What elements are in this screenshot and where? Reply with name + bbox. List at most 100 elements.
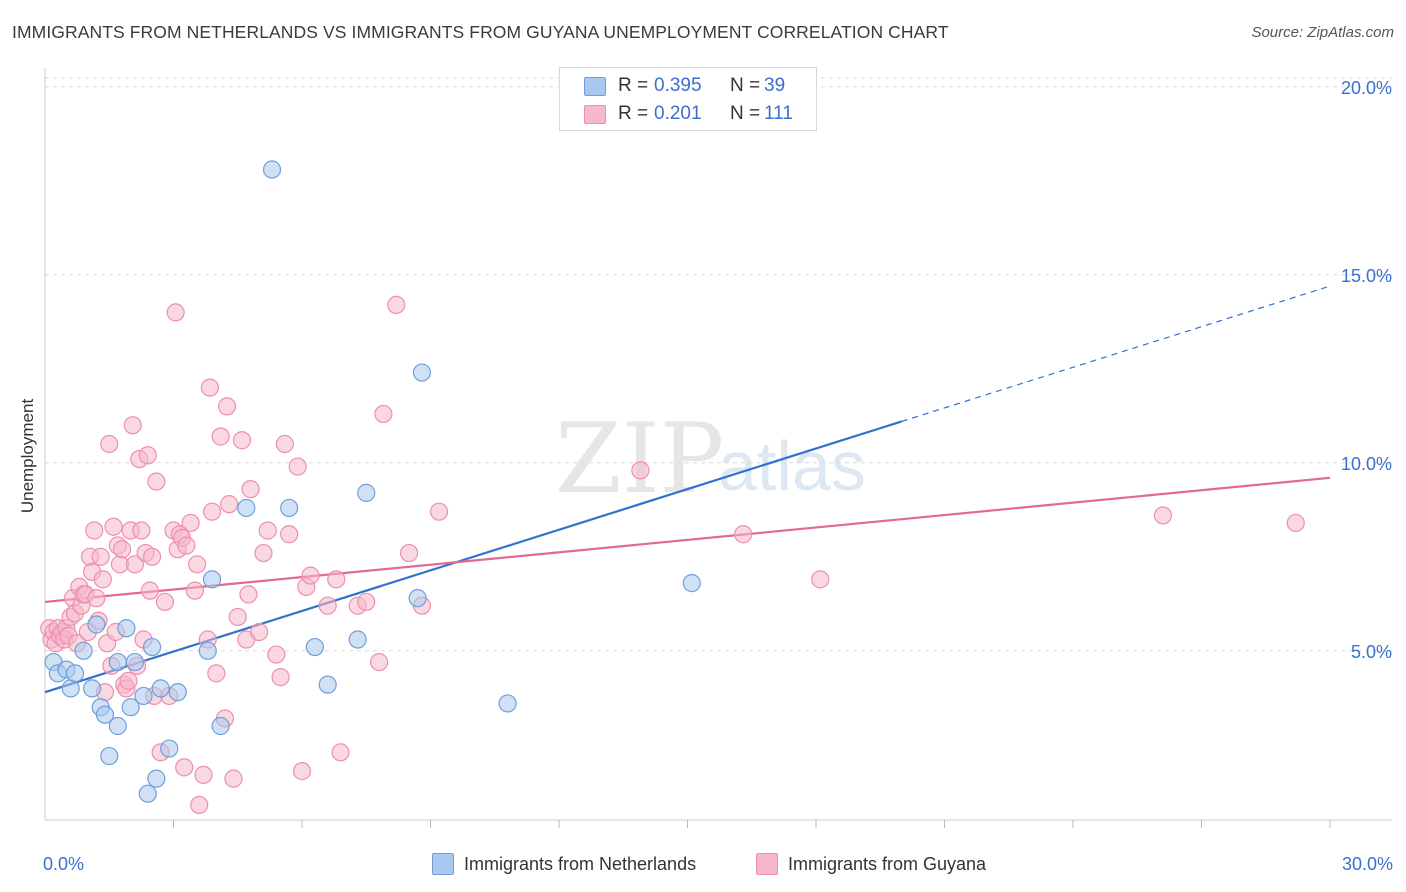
- tick-labels: 5.0% 10.0% 15.0% 20.0% 0.0% 30.0%: [43, 78, 1393, 874]
- netherlands-point: [87, 615, 106, 634]
- guyana-point: [370, 652, 389, 672]
- guyana-point: [190, 795, 209, 815]
- y-tick-label: 5.0%: [1351, 642, 1392, 662]
- y-tick-label: 20.0%: [1341, 78, 1392, 98]
- guyana-point: [185, 581, 205, 600]
- guyana-point: [1153, 506, 1173, 525]
- guyana-point: [119, 671, 138, 690]
- netherlands-point: [211, 716, 230, 736]
- x-tick-label: 0.0%: [43, 854, 84, 874]
- y-tick-label: 10.0%: [1341, 454, 1392, 474]
- netherlands-point: [262, 160, 282, 179]
- guyana-point: [811, 570, 830, 589]
- y-tick-label: 15.0%: [1341, 266, 1392, 286]
- netherlands-point: [121, 698, 140, 717]
- legend-swatch-blue: [432, 853, 454, 875]
- guyana-point: [93, 570, 112, 589]
- netherlands-point: [108, 716, 127, 736]
- netherlands-point: [168, 683, 187, 702]
- n-value: 39: [764, 75, 786, 96]
- guyana-point: [112, 540, 132, 559]
- netherlands-point: [305, 637, 324, 657]
- series-legend: Immigrants from Netherlands Immigrants f…: [0, 852, 1406, 878]
- guyana-point: [194, 765, 213, 784]
- guyana-point: [147, 472, 166, 491]
- guyana-point: [357, 592, 376, 612]
- netherlands-point: [108, 652, 127, 672]
- guyana-point: [241, 480, 260, 499]
- chart-title: IMMIGRANTS FROM NETHERLANDS VS IMMIGRANT…: [12, 22, 949, 42]
- netherlands-point: [100, 746, 119, 766]
- netherlands-point: [65, 664, 85, 683]
- guyana-point: [267, 645, 286, 664]
- guyana-point: [387, 295, 406, 314]
- legend-label: Immigrants from Netherlands: [464, 853, 697, 874]
- legend-item-netherlands[interactable]: Immigrants from Netherlands: [432, 852, 696, 876]
- netherlands-point: [147, 769, 166, 788]
- guyana-point: [132, 521, 151, 540]
- netherlands-point: [83, 679, 102, 698]
- guyana-point: [374, 404, 393, 424]
- y-axis-label: Unemployment: [18, 398, 37, 514]
- guyana-point: [232, 431, 252, 450]
- netherlands-point: [134, 686, 153, 706]
- guyana-point: [239, 585, 258, 604]
- guyana-point: [292, 762, 312, 781]
- guyana-point: [166, 303, 185, 322]
- legend-swatch-blue: [584, 76, 606, 96]
- netherlands-point: [142, 637, 162, 657]
- netherlands-point: [117, 619, 136, 638]
- watermark-zip: ZIP: [555, 403, 724, 515]
- guyana-trendline: [44, 476, 1331, 604]
- guyana-point: [318, 596, 337, 615]
- netherlands-point: [151, 679, 170, 698]
- guyana-point: [104, 517, 123, 536]
- guyana-point: [280, 525, 299, 544]
- correlation-legend: R = 0.395 N = 39 R = 0.201 N = 111: [559, 67, 817, 131]
- netherlands-point: [682, 574, 701, 593]
- guyana-point: [250, 622, 269, 642]
- netherlands-point: [74, 641, 93, 660]
- data-points: [40, 160, 1305, 815]
- guyana-point: [181, 513, 200, 533]
- netherlands-point: [198, 641, 217, 660]
- netherlands-trendline: [44, 420, 902, 694]
- guyana-point: [125, 555, 145, 574]
- guyana-point: [142, 547, 162, 566]
- guyana-point: [202, 502, 222, 521]
- netherlands-point: [138, 784, 157, 803]
- legend-item-guyana[interactable]: Immigrants from Guyana: [756, 852, 986, 876]
- n-label: N =: [730, 103, 761, 124]
- guyana-point: [200, 378, 220, 397]
- guyana-point: [211, 427, 230, 446]
- guyana-point: [301, 566, 320, 585]
- netherlands-point: [160, 739, 179, 758]
- netherlands-point: [202, 570, 222, 589]
- guyana-point: [275, 434, 294, 454]
- r-value: 0.201: [654, 103, 702, 124]
- guyana-point: [327, 570, 346, 589]
- netherlands-point: [412, 363, 432, 382]
- netherlands-point: [237, 498, 256, 518]
- guyana-point: [734, 525, 753, 544]
- legend-swatch-pink: [584, 104, 606, 124]
- guyana-point: [220, 495, 239, 514]
- guyana-point: [217, 397, 237, 416]
- watermark: ZIP atlas: [555, 403, 866, 515]
- guyana-point: [288, 457, 307, 476]
- legend-swatch-pink: [756, 853, 778, 875]
- guyana-point: [87, 589, 106, 608]
- legend-label: Immigrants from Guyana: [788, 853, 987, 874]
- guyana-point: [140, 581, 160, 600]
- netherlands-trendline-projection: [901, 285, 1331, 423]
- guyana-point: [399, 543, 419, 563]
- netherlands-point: [125, 652, 145, 672]
- n-value: 111: [764, 103, 793, 124]
- guyana-point: [85, 521, 104, 540]
- guyana-point: [331, 743, 350, 762]
- guyana-point: [254, 543, 273, 563]
- r-label: R =: [618, 103, 649, 124]
- source-label: Source: ZipAtlas.com: [1251, 24, 1394, 41]
- x-tick-label: 30.0%: [1342, 854, 1393, 874]
